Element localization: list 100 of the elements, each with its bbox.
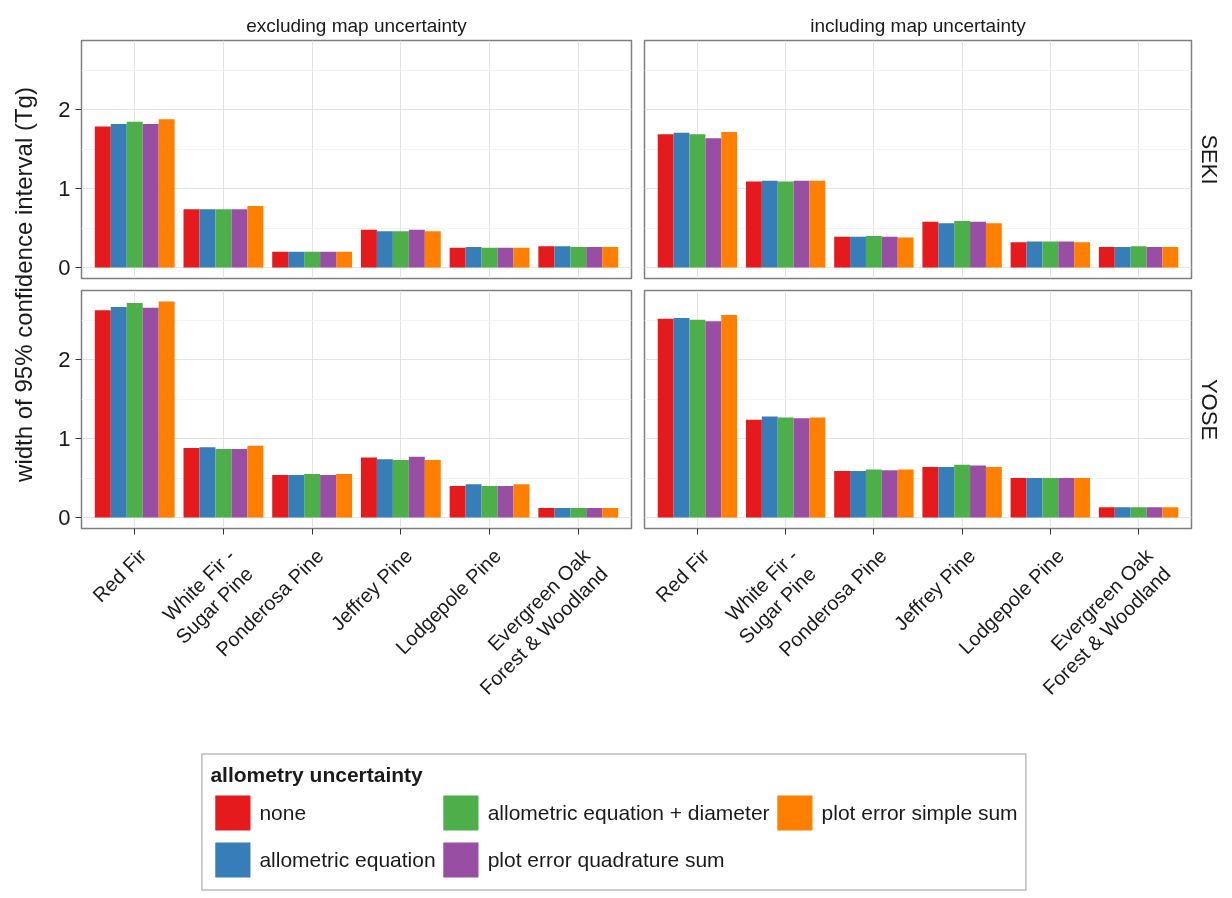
legend-label: none bbox=[259, 799, 307, 826]
bar bbox=[865, 469, 882, 518]
bar bbox=[142, 307, 159, 518]
bar bbox=[1114, 507, 1131, 518]
bar bbox=[777, 417, 794, 518]
bar bbox=[938, 223, 955, 268]
bar bbox=[304, 251, 321, 268]
bar bbox=[392, 459, 409, 518]
bar bbox=[985, 223, 1002, 268]
bar bbox=[865, 235, 882, 268]
bar bbox=[126, 303, 143, 518]
bar bbox=[1162, 246, 1179, 268]
bar bbox=[1026, 478, 1043, 518]
bar bbox=[304, 474, 321, 518]
bar bbox=[1058, 478, 1075, 518]
bar bbox=[158, 119, 175, 268]
y-tick-label: 1 bbox=[58, 426, 71, 452]
bar bbox=[538, 246, 555, 268]
bar bbox=[809, 180, 826, 268]
bar bbox=[1058, 241, 1075, 268]
bar bbox=[360, 229, 377, 268]
legend-label: plot error quadrature sum bbox=[487, 846, 725, 873]
bar bbox=[673, 132, 690, 268]
bar bbox=[247, 445, 264, 518]
bar bbox=[689, 319, 706, 518]
bar bbox=[497, 485, 514, 518]
bar bbox=[657, 318, 674, 518]
bar bbox=[336, 251, 353, 268]
bar bbox=[850, 236, 866, 268]
bar bbox=[320, 474, 337, 518]
bar bbox=[897, 469, 914, 518]
bar bbox=[602, 508, 619, 518]
bar bbox=[110, 124, 127, 268]
bar bbox=[809, 417, 826, 518]
y2-axis-title: YOSE bbox=[1196, 378, 1222, 441]
bar bbox=[1130, 246, 1147, 268]
bar bbox=[94, 310, 111, 518]
bar bbox=[834, 236, 851, 268]
bar bbox=[721, 314, 738, 518]
bar bbox=[721, 131, 738, 268]
bar bbox=[272, 474, 289, 518]
bar bbox=[673, 318, 690, 518]
bar bbox=[1146, 246, 1163, 268]
bar bbox=[1130, 507, 1147, 518]
bar bbox=[1146, 507, 1163, 518]
bar bbox=[897, 237, 914, 268]
bar bbox=[449, 485, 466, 518]
y-tick-label: 2 bbox=[58, 347, 71, 373]
bar bbox=[586, 246, 603, 268]
bar bbox=[538, 508, 555, 518]
bar bbox=[481, 485, 498, 518]
bar bbox=[1042, 478, 1059, 518]
bar bbox=[554, 508, 571, 518]
bar bbox=[777, 181, 794, 268]
bar bbox=[376, 459, 393, 518]
bar bbox=[602, 246, 619, 268]
bar bbox=[985, 467, 1002, 518]
bar bbox=[954, 220, 971, 268]
bar bbox=[705, 321, 722, 518]
bar bbox=[881, 470, 898, 518]
bar bbox=[745, 419, 762, 518]
bar bbox=[360, 457, 377, 518]
bar bbox=[554, 246, 571, 268]
legend-label: allometric equation bbox=[259, 846, 436, 873]
bar bbox=[1114, 246, 1131, 268]
bar bbox=[231, 448, 248, 518]
legend-title: allometry uncertainty bbox=[210, 762, 424, 787]
bar bbox=[970, 221, 986, 268]
bar bbox=[954, 464, 971, 518]
bar bbox=[126, 121, 143, 268]
bar bbox=[336, 474, 353, 518]
y-tick-label: 2 bbox=[58, 97, 71, 123]
bar bbox=[793, 180, 810, 268]
bar bbox=[288, 251, 305, 268]
bar bbox=[586, 508, 603, 518]
bar bbox=[1074, 242, 1091, 268]
bar bbox=[465, 484, 482, 518]
bar bbox=[881, 236, 898, 268]
legend-label: allometric equation + diameter bbox=[487, 799, 770, 826]
legend-label: plot error simple sum bbox=[821, 799, 1018, 826]
bar bbox=[408, 229, 425, 268]
bar bbox=[513, 484, 530, 518]
bar bbox=[183, 448, 200, 518]
y-axis-title: width of 95% confidence interval (Tg) bbox=[9, 87, 37, 483]
chart-title: including map uncertainty bbox=[810, 14, 1027, 36]
bar bbox=[215, 209, 232, 268]
bar bbox=[497, 247, 514, 268]
bar bbox=[922, 467, 939, 518]
y-tick-label: 0 bbox=[58, 504, 71, 530]
bar bbox=[272, 251, 289, 268]
y-tick-label: 1 bbox=[58, 176, 71, 202]
bar bbox=[408, 456, 425, 518]
bar bbox=[938, 467, 955, 518]
bar bbox=[110, 307, 127, 518]
bar bbox=[215, 448, 232, 518]
bar bbox=[449, 247, 466, 268]
bar bbox=[970, 465, 986, 518]
bar bbox=[288, 474, 305, 518]
bar bbox=[1162, 507, 1179, 518]
bar bbox=[1010, 242, 1027, 268]
